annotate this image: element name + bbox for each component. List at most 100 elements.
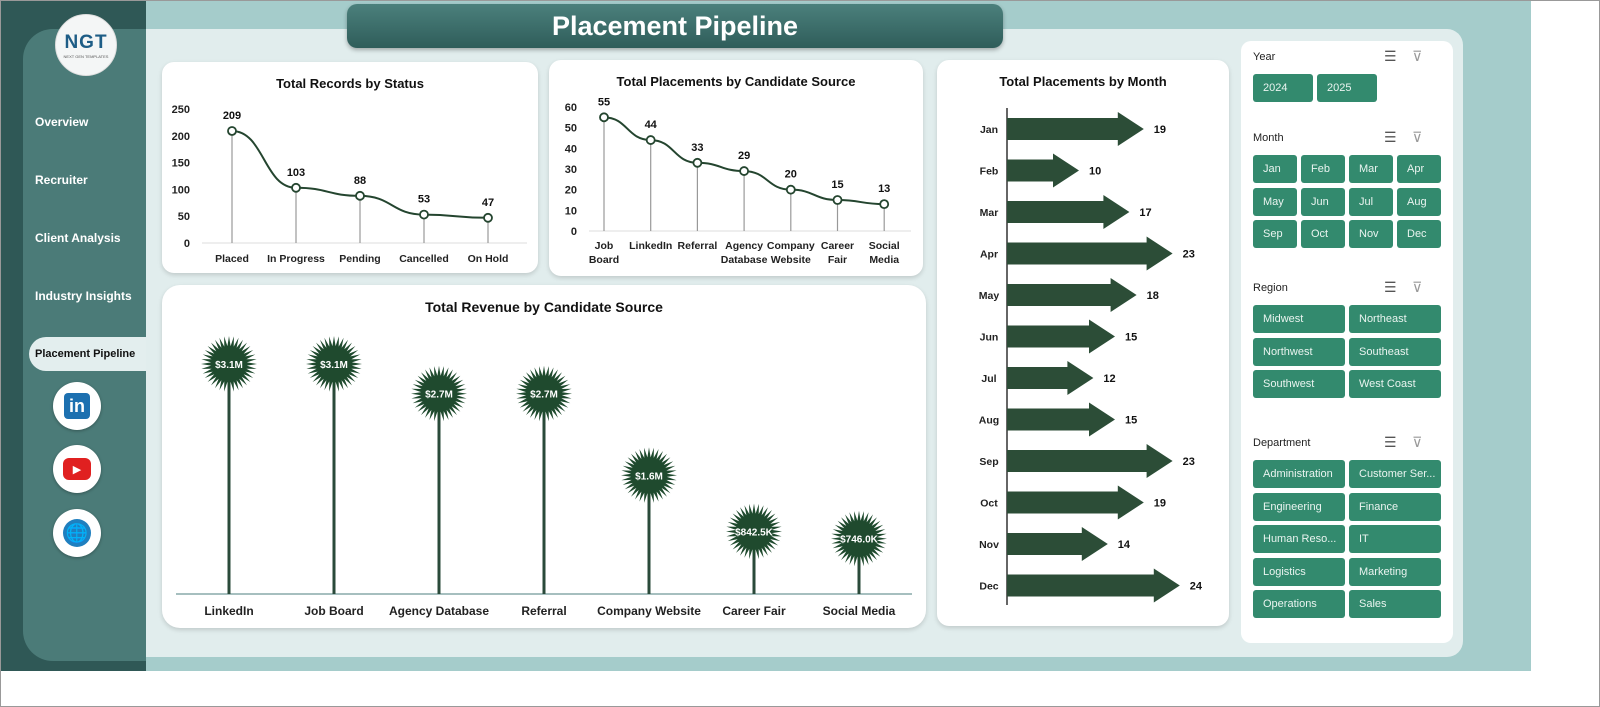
nav-overview[interactable]: Overview	[35, 115, 89, 129]
starburst-marker	[411, 365, 467, 422]
slicer-item-month[interactable]: Feb	[1301, 155, 1345, 183]
nav-placement-pipeline[interactable]: Placement Pipeline	[29, 337, 147, 371]
slicer-item-month[interactable]: Oct	[1301, 220, 1345, 248]
starburst-marker	[726, 503, 782, 560]
slicer-item-region[interactable]: Midwest	[1253, 305, 1345, 333]
revenue-by-source-chart: $3.1M LinkedIn $3.1M Job Board $2.7M Agency D…	[176, 336, 912, 618]
slicer-item-month[interactable]: Jun	[1301, 187, 1345, 216]
y-tick-label: 40	[565, 143, 577, 155]
data-label: 15	[1125, 332, 1137, 344]
data-label: $3.1M	[320, 360, 348, 371]
globe-icon: 🌐	[63, 519, 91, 547]
slicer-item-month[interactable]: Nov	[1349, 220, 1393, 248]
data-label: 10	[1089, 166, 1101, 178]
data-label: 44	[645, 119, 658, 131]
multi-select-icon[interactable]: ☰	[1384, 279, 1397, 295]
x-tick-label: Agency	[725, 240, 763, 252]
slicer-item-month[interactable]: Aug	[1397, 187, 1441, 216]
slicer-item-month[interactable]: Mar	[1349, 155, 1393, 183]
slicer-item-month[interactable]: Dec	[1397, 220, 1441, 248]
y-tick-label: 50	[565, 123, 577, 135]
x-tick-label: Job Board	[304, 604, 363, 618]
slicer-item-region[interactable]: West Coast	[1349, 370, 1441, 398]
slicer-item-region[interactable]: Northeast	[1349, 305, 1441, 333]
data-point	[355, 190, 365, 201]
data-point	[879, 199, 890, 210]
chart-title: Total Revenue by Candidate Source	[425, 299, 663, 315]
placements-by-month-card: Total Placements by Month 19 Jan 10 Feb 17 Ma…	[937, 60, 1229, 626]
x-tick-label: Career Fair	[722, 604, 786, 618]
youtube-button[interactable]: ▶	[53, 445, 101, 493]
y-tick-label: 250	[172, 104, 190, 116]
chart-title: Total Placements by Candidate Source	[616, 74, 856, 89]
linkedin-icon: in	[64, 393, 90, 419]
arrow-bar	[1007, 485, 1144, 520]
multi-select-icon[interactable]: ☰	[1384, 129, 1397, 145]
slicer-item-month[interactable]: Jul	[1349, 187, 1393, 216]
data-label: 18	[1147, 290, 1159, 302]
data-point	[785, 184, 796, 195]
x-tick-label: Website	[771, 254, 811, 266]
x-tick-label: On Hold	[468, 253, 509, 265]
clear-filter-icon[interactable]: ⊽	[1412, 279, 1423, 295]
linkedin-button[interactable]: in	[53, 382, 101, 430]
clear-filter-icon[interactable]: ⊽	[1412, 434, 1423, 450]
y-tick-label: 20	[565, 185, 577, 197]
data-point	[483, 212, 493, 223]
data-label: 15	[831, 179, 843, 191]
data-label: $746.0K	[840, 535, 879, 546]
slicer-item-department[interactable]: Sales	[1349, 590, 1441, 618]
slicer-item-year[interactable]: 2025	[1317, 74, 1377, 102]
data-point	[599, 112, 609, 123]
arrow-bar	[1007, 319, 1115, 354]
multi-select-icon[interactable]: ☰	[1384, 48, 1397, 64]
data-label: 14	[1118, 539, 1131, 551]
slicer-item-month[interactable]: May	[1253, 187, 1297, 216]
slicer-item-month[interactable]: Jan	[1253, 155, 1297, 183]
slicer-item-department[interactable]: Administration	[1253, 460, 1345, 488]
clear-filter-icon[interactable]: ⊽	[1412, 48, 1423, 64]
arrow-bar	[1007, 236, 1173, 271]
placements-by-source-card: Total Placements by Candidate Source 0 10…	[549, 60, 923, 276]
slicer-item-month[interactable]: Sep	[1253, 220, 1297, 248]
slicer-item-department[interactable]: Finance	[1349, 492, 1441, 521]
data-label: 55	[598, 96, 610, 108]
slicer-item-department[interactable]: Logistics	[1253, 557, 1345, 586]
y-tick-label: 30	[565, 164, 577, 176]
slicer-item-department[interactable]: Operations	[1253, 590, 1345, 618]
starburst-marker	[621, 447, 677, 504]
y-tick-label: Dec	[979, 581, 998, 593]
y-tick-label: Aug	[979, 415, 999, 427]
slicer-title: Year	[1253, 51, 1276, 63]
arrow-bar	[1007, 444, 1173, 478]
data-point	[227, 126, 237, 136]
y-tick-label: Oct	[980, 498, 998, 510]
slicer-item-year[interactable]: 2024	[1253, 74, 1313, 102]
slicer-item-month[interactable]: Apr	[1397, 155, 1441, 183]
multi-select-icon[interactable]: ☰	[1384, 434, 1397, 450]
slicer-item-region[interactable]: Southeast	[1349, 337, 1441, 366]
slicer-item-region[interactable]: Southwest	[1253, 370, 1345, 398]
slicer-item-department[interactable]: Human Reso...	[1253, 525, 1345, 553]
slicer-item-department[interactable]: IT	[1349, 525, 1441, 553]
slicer-item-department[interactable]: Engineering	[1253, 492, 1345, 521]
nav-industry-insights[interactable]: Industry Insights	[35, 289, 132, 303]
slicer-item-department[interactable]: Customer Ser...	[1349, 460, 1441, 488]
data-label: 23	[1183, 456, 1195, 468]
nav-recruiter[interactable]: Recruiter	[35, 173, 88, 187]
data-point	[832, 195, 843, 205]
data-label: 23	[1183, 249, 1195, 261]
slicer-item-region[interactable]: Northwest	[1253, 337, 1345, 366]
slicer-toolbar: ☰ ⊽	[1384, 129, 1422, 146]
slicer-item-department[interactable]: Marketing	[1349, 557, 1441, 586]
x-tick-label: Cancelled	[399, 253, 449, 265]
slicer-title: Region	[1253, 282, 1288, 294]
clear-filter-icon[interactable]: ⊽	[1412, 129, 1423, 145]
chart-title: Total Records by Status	[276, 76, 424, 91]
y-tick-label: 50	[178, 211, 190, 223]
y-tick-label: Nov	[979, 539, 999, 551]
x-tick-label: Job	[595, 240, 614, 252]
nav-client-analysis[interactable]: Client Analysis	[35, 231, 121, 245]
arrow-bar	[1007, 527, 1108, 561]
website-button[interactable]: 🌐	[53, 509, 101, 557]
